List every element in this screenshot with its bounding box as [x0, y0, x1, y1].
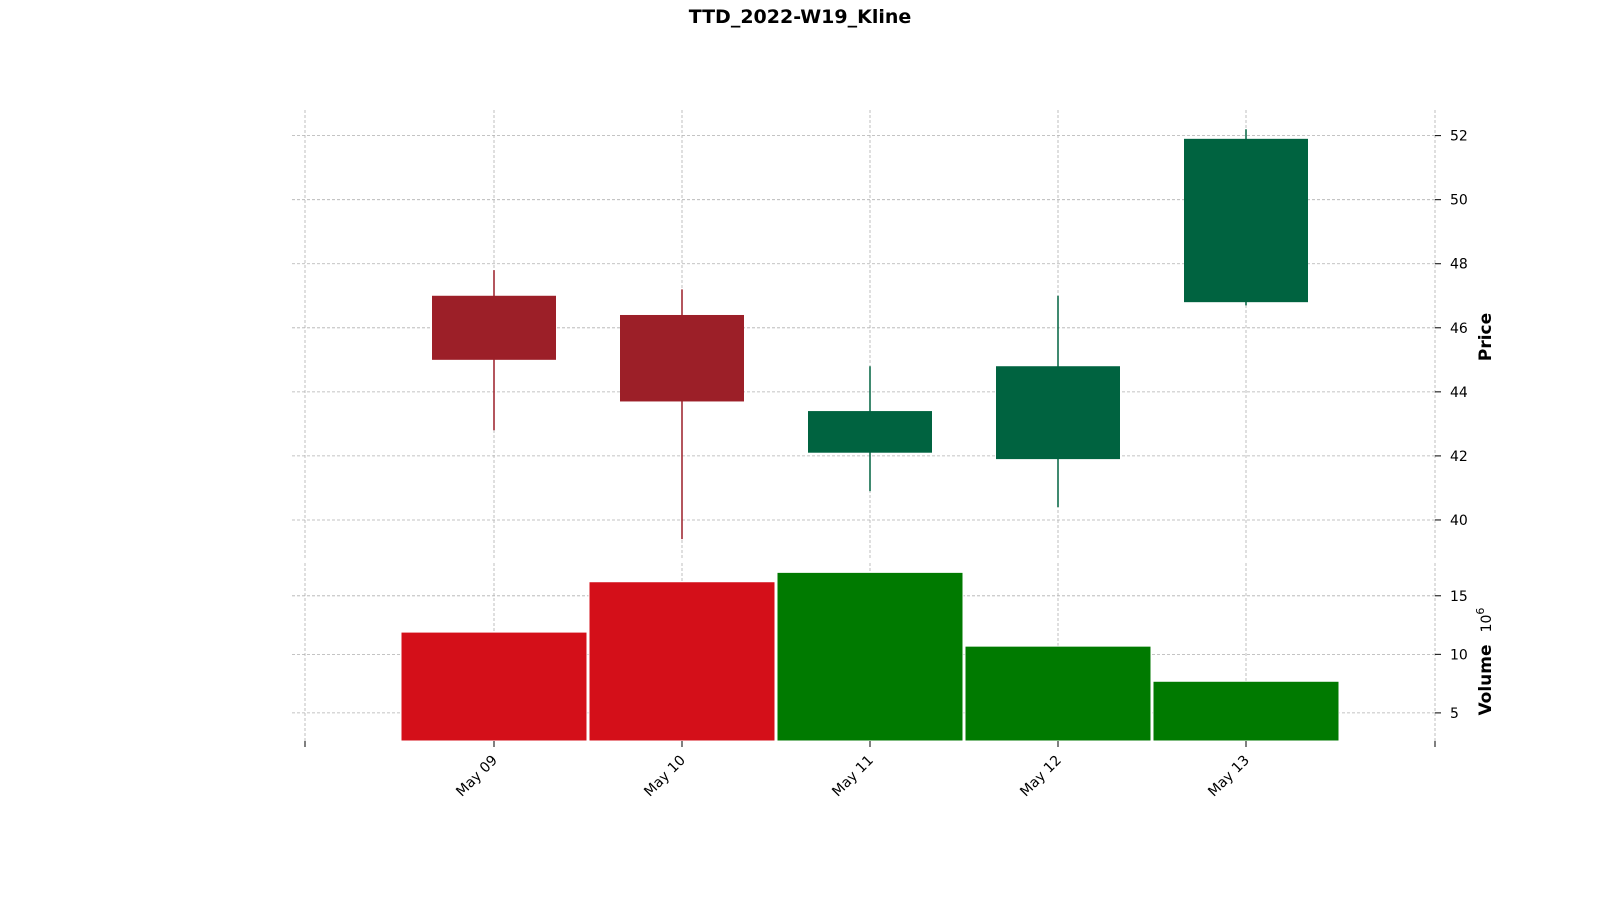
volume-multiplier: 106: [1474, 608, 1495, 633]
volume-bar: [588, 581, 776, 742]
price-tick-label: 42: [1450, 449, 1468, 465]
volume-axis-ticks: 5 10 15: [1435, 589, 1468, 722]
x-tick-label: May 11: [829, 753, 877, 801]
price-tick-label: 50: [1450, 193, 1468, 209]
volume-bar: [1152, 680, 1340, 742]
volume-multiplier-exponent: 6: [1474, 608, 1487, 615]
volume-bars: [400, 571, 1340, 742]
price-tick-label: 40: [1450, 513, 1468, 529]
candles: [432, 129, 1308, 540]
volume-multiplier-base: 10: [1479, 615, 1495, 633]
volume-bar: [964, 645, 1152, 742]
candle-body: [1184, 138, 1308, 303]
volume-tick-label: 10: [1450, 647, 1468, 663]
volume-axis-label: Volume: [1476, 644, 1496, 715]
x-tick-label: May 12: [1017, 753, 1065, 801]
price-tick-label: 52: [1450, 129, 1468, 145]
price-tick-label: 48: [1450, 257, 1468, 273]
candle-body: [620, 314, 744, 402]
volume-bar: [400, 631, 588, 742]
x-tick-label: May 10: [641, 753, 689, 801]
chart-title: TTD_2022-W19_Kline: [689, 6, 912, 28]
candle-body: [432, 295, 556, 360]
volume-tick-label: 15: [1450, 589, 1468, 605]
price-tick-label: 44: [1450, 385, 1468, 401]
volume-bar: [776, 571, 964, 742]
x-axis-ticks: May 09 May 10 May 11 May 12 May 13: [304, 741, 1436, 801]
price-axis-ticks: 40 42 44 46 48 50 52: [1435, 129, 1468, 529]
price-axis-label: Price: [1476, 313, 1496, 361]
price-tick-label: 46: [1450, 321, 1468, 337]
volume-tick-label: 5: [1450, 706, 1459, 722]
candle-body: [808, 411, 932, 453]
x-tick-label: May 09: [453, 753, 501, 801]
x-tick-label: May 13: [1205, 753, 1253, 801]
candle-body: [996, 366, 1120, 460]
